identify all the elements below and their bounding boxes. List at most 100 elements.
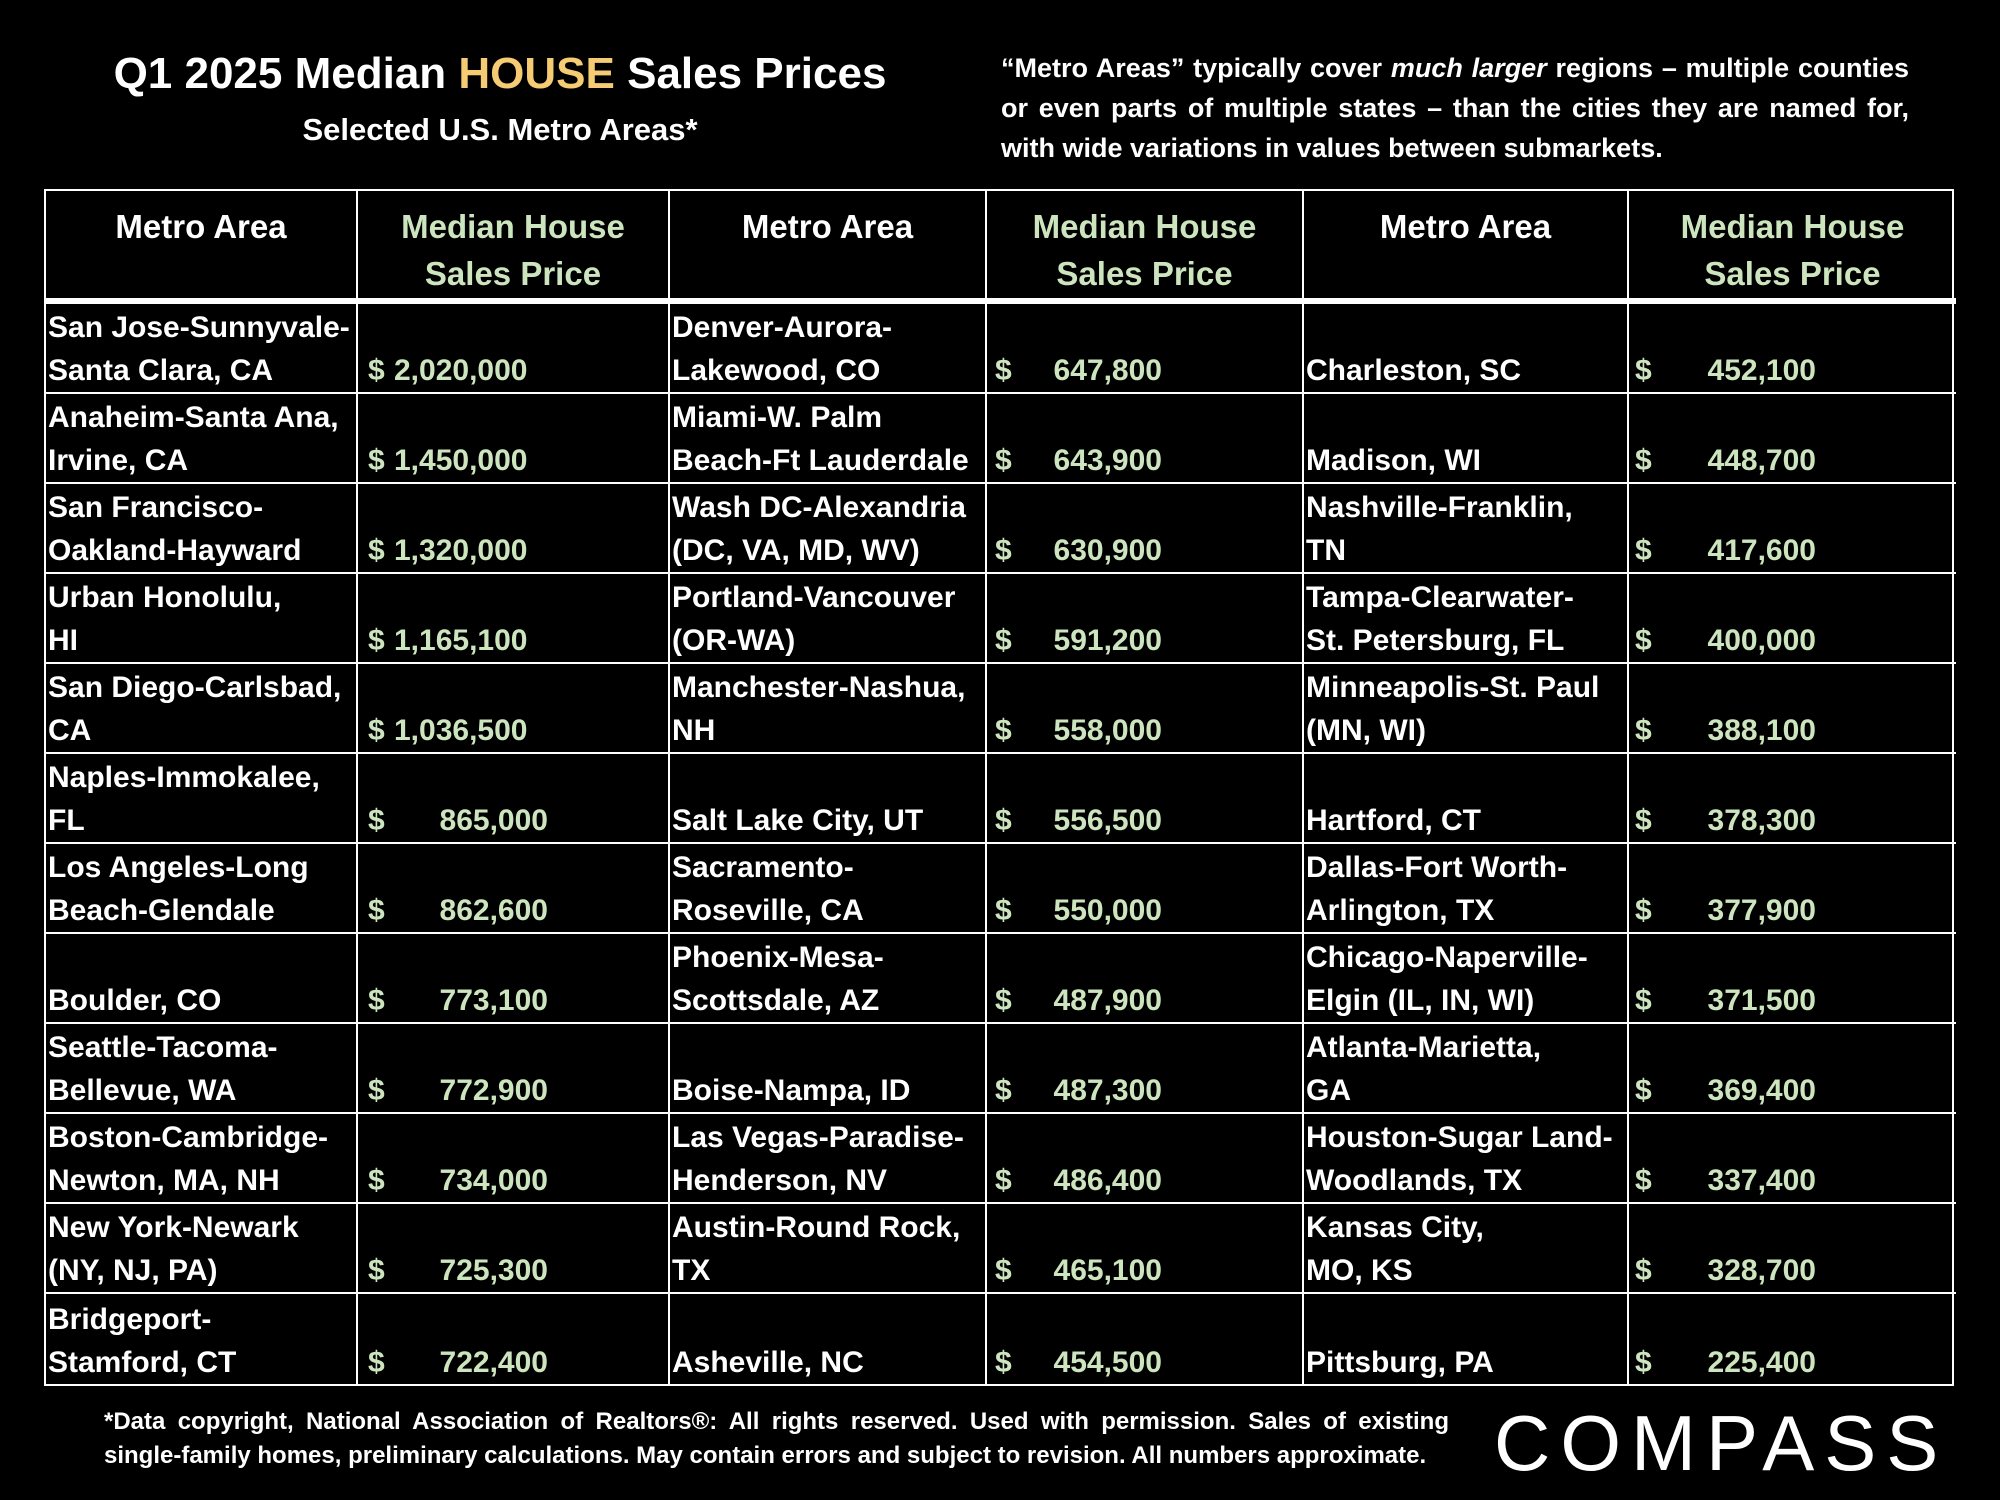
dollar-sign: $ (1635, 534, 1652, 567)
title-prefix: Q1 2025 Median (113, 49, 459, 98)
page-title: Q1 2025 Median HOUSE Sales Prices (60, 44, 940, 104)
metro-area-cell: Boulder, CO (46, 934, 358, 1024)
note-text-1: “Metro Areas” typically cover (1001, 53, 1391, 83)
median-price-cell: $1,320,000 (358, 484, 670, 574)
metro-area-cell: Denver-Aurora- Lakewood, CO (670, 304, 987, 394)
metro-area-cell: Sacramento- Roseville, CA (670, 844, 987, 934)
median-price-cell: $417,600 (1629, 484, 1956, 574)
dollar-sign: $ (1635, 354, 1652, 387)
dollar-sign: $ (995, 1074, 1012, 1107)
metro-area-cell: Phoenix-Mesa- Scottsdale, AZ (670, 934, 987, 1024)
price-amount: 465,100 (1053, 1254, 1162, 1287)
price-amount: 225,400 (1707, 1346, 1816, 1379)
median-price-cell: $369,400 (1629, 1024, 1956, 1114)
price-amount: 1,165,100 (394, 624, 528, 657)
median-price-cell: $773,100 (358, 934, 670, 1024)
price-amount: 486,400 (1053, 1164, 1162, 1197)
dollar-sign: $ (368, 894, 385, 927)
median-price-cell: $452,100 (1629, 304, 1956, 394)
dollar-sign: $ (1635, 984, 1652, 1017)
price-amount: 400,000 (1707, 624, 1816, 657)
header-median-price: Median House Sales Price (358, 191, 670, 304)
median-price-cell: $400,000 (1629, 574, 1956, 664)
dollar-sign: $ (1635, 1346, 1652, 1379)
metro-area-cell: Pittsburg, PA (1304, 1294, 1629, 1384)
price-amount: 452,100 (1707, 354, 1816, 387)
compass-logo: COMPASS (1494, 1399, 1949, 1487)
metro-area-cell: Boston-Cambridge- Newton, MA, NH (46, 1114, 358, 1204)
dollar-sign: $ (368, 354, 385, 387)
metro-area-cell: Houston-Sugar Land- Woodlands, TX (1304, 1114, 1629, 1204)
median-price-cell: $550,000 (987, 844, 1304, 934)
metro-area-cell: Atlanta-Marietta, GA (1304, 1024, 1629, 1114)
metro-area-cell: Manchester-Nashua, NH (670, 664, 987, 754)
price-table: Metro Area Median House Sales Price Metro A… (44, 189, 1956, 1386)
dollar-sign: $ (995, 894, 1012, 927)
metro-area-cell: Minneapolis-St. Paul (MN, WI) (1304, 664, 1629, 754)
price-amount: 734,000 (439, 1164, 548, 1197)
dollar-sign: $ (995, 624, 1012, 657)
dollar-sign: $ (995, 1164, 1012, 1197)
metro-area-cell: Nashville-Franklin, TN (1304, 484, 1629, 574)
median-price-cell: $556,500 (987, 754, 1304, 844)
metro-area-cell: Charleston, SC (1304, 304, 1629, 394)
dollar-sign: $ (368, 804, 385, 837)
dollar-sign: $ (1635, 1074, 1652, 1107)
metro-area-cell: Urban Honolulu, HI (46, 574, 358, 664)
dollar-sign: $ (1635, 1254, 1652, 1287)
dollar-sign: $ (1635, 444, 1652, 477)
median-price-cell: $558,000 (987, 664, 1304, 754)
metro-area-cell: Bridgeport- Stamford, CT (46, 1294, 358, 1384)
dollar-sign: $ (368, 624, 385, 657)
metro-area-cell: Asheville, NC (670, 1294, 987, 1384)
dollar-sign: $ (368, 1254, 385, 1287)
median-price-cell: $862,600 (358, 844, 670, 934)
median-price-cell: $378,300 (1629, 754, 1956, 844)
metro-area-cell: Naples-Immokalee, FL (46, 754, 358, 844)
median-price-cell: $388,100 (1629, 664, 1956, 754)
price-amount: 862,600 (439, 894, 548, 927)
price-amount: 558,000 (1053, 714, 1162, 747)
median-price-cell: $448,700 (1629, 394, 1956, 484)
metro-area-cell: San Diego-Carlsbad, CA (46, 664, 358, 754)
price-amount: 454,500 (1053, 1346, 1162, 1379)
price-amount: 722,400 (439, 1346, 548, 1379)
metro-area-cell: San Jose-Sunnyvale- Santa Clara, CA (46, 304, 358, 394)
metro-area-cell: Salt Lake City, UT (670, 754, 987, 844)
median-price-cell: $454,500 (987, 1294, 1304, 1384)
dollar-sign: $ (368, 714, 385, 747)
title-suffix: Sales Prices (614, 49, 887, 98)
header-metro-area: Metro Area (46, 191, 358, 304)
dollar-sign: $ (1635, 894, 1652, 927)
median-price-cell: $1,036,500 (358, 664, 670, 754)
median-price-cell: $225,400 (1629, 1294, 1956, 1384)
price-amount: 550,000 (1053, 894, 1162, 927)
median-price-cell: $643,900 (987, 394, 1304, 484)
price-amount: 725,300 (439, 1254, 548, 1287)
median-price-cell: $328,700 (1629, 1204, 1956, 1294)
median-price-cell: $371,500 (1629, 934, 1956, 1024)
dollar-sign: $ (995, 444, 1012, 477)
dollar-sign: $ (995, 534, 1012, 567)
median-price-cell: $734,000 (358, 1114, 670, 1204)
price-amount: 591,200 (1053, 624, 1162, 657)
price-amount: 378,300 (1707, 804, 1816, 837)
header-median-price: Median House Sales Price (1629, 191, 1956, 304)
price-amount: 448,700 (1707, 444, 1816, 477)
note-emphasis: much larger (1390, 53, 1547, 83)
median-price-cell: $487,900 (987, 934, 1304, 1024)
price-amount: 647,800 (1053, 354, 1162, 387)
header-median-price: Median House Sales Price (987, 191, 1304, 304)
median-price-cell: $1,450,000 (358, 394, 670, 484)
metro-area-cell: Chicago-Naperville- Elgin (IL, IN, WI) (1304, 934, 1629, 1024)
median-price-cell: $465,100 (987, 1204, 1304, 1294)
metro-area-cell: New York-Newark (NY, NJ, PA) (46, 1204, 358, 1294)
median-price-cell: $865,000 (358, 754, 670, 844)
price-amount: 1,036,500 (394, 714, 528, 747)
dollar-sign: $ (995, 354, 1012, 387)
metro-area-cell: Wash DC-Alexandria (DC, VA, MD, WV) (670, 484, 987, 574)
dollar-sign: $ (368, 984, 385, 1017)
median-price-cell: $1,165,100 (358, 574, 670, 664)
dollar-sign: $ (1635, 624, 1652, 657)
price-amount: 487,300 (1053, 1074, 1162, 1107)
